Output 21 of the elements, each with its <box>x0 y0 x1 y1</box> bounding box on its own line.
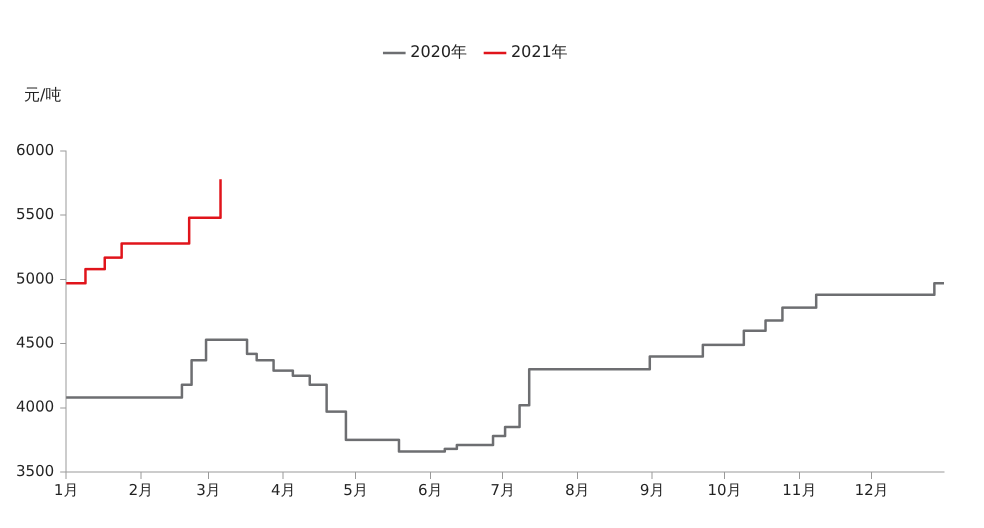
x-tick-label: 3月 <box>196 480 221 499</box>
x-tick-label: 6月 <box>418 480 443 499</box>
x-tick-label: 10月 <box>707 480 742 499</box>
x-tick-label: 11月 <box>782 480 816 499</box>
x-tick-label: 12月 <box>854 480 889 499</box>
x-tick-label: 9月 <box>640 480 664 499</box>
y-tick-label: 5000 <box>16 269 54 288</box>
x-tick-label: 4月 <box>270 480 296 499</box>
y-tick-label: 4500 <box>16 333 54 352</box>
legend-label: 2020年 <box>410 42 467 62</box>
x-tick-label: 5月 <box>343 480 368 499</box>
y-axis-title: 元/吨 <box>24 85 62 104</box>
x-tick-label: 1月 <box>54 480 78 499</box>
x-tick-label: 2月 <box>128 480 154 499</box>
y-tick-label: 4000 <box>16 398 54 416</box>
legend-label: 2021年 <box>511 42 568 62</box>
x-tick-label: 7月 <box>490 480 515 499</box>
y-tick-label: 5500 <box>16 205 54 224</box>
x-tick-label: 8月 <box>565 480 590 499</box>
y-tick-label: 6000 <box>16 140 54 159</box>
y-tick-label: 3500 <box>16 462 54 480</box>
